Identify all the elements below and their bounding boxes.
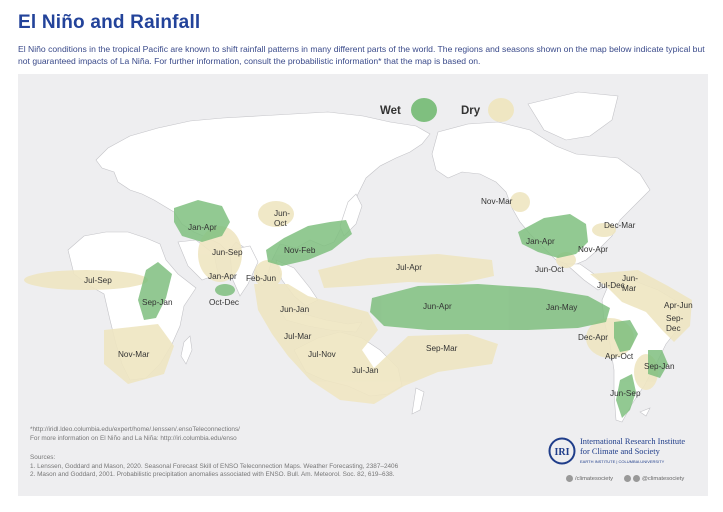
wet-region	[648, 350, 668, 378]
footnote-link2: For more information on El Niño and La N…	[30, 435, 237, 442]
iri-name-line2: for Climate and Society	[580, 446, 660, 456]
region-label: Sep-Dec	[666, 314, 684, 333]
region-label: Jun-Sep	[610, 389, 641, 398]
region-label: Jan-Apr	[188, 223, 217, 232]
region-label: Feb-Jun	[246, 274, 276, 283]
iri-subline: EARTH INSTITUTE | COLUMBIA UNIVERSITY	[580, 459, 665, 464]
legend-dry-label: Dry	[461, 105, 481, 117]
social-facebook[interactable]: /climatesociety	[566, 475, 613, 482]
region-label: Oct-Dec	[209, 298, 239, 307]
dry-region	[104, 324, 174, 384]
land-new-zealand	[411, 387, 425, 415]
region-label: Dec-Apr	[578, 333, 608, 342]
facebook-icon	[566, 475, 573, 482]
region-label: Sep-Jan	[142, 298, 173, 307]
region-label: Nov-Mar	[481, 197, 513, 206]
region-label: Jan-May	[546, 303, 578, 312]
iri-mark-text: IRI	[554, 447, 569, 458]
region-label: Jul-Mar	[284, 332, 312, 341]
region-label: Sep-Jan	[644, 362, 675, 371]
footnote-link1: *http://iridl.ldeo.columbia.edu/expert/h…	[30, 426, 240, 433]
region-label: Jul-Nov	[308, 350, 337, 359]
region-label: Nov-Mar	[118, 350, 150, 359]
source-1: 1. Lenssen, Goddard and Mason, 2020. Sea…	[30, 463, 399, 470]
land-antarctic-tip	[639, 407, 651, 417]
dry-regions	[24, 192, 692, 404]
dry-region	[254, 260, 282, 288]
dry-region	[592, 223, 616, 237]
dry-region	[198, 226, 242, 282]
region-label: Jun-Apr	[423, 302, 452, 311]
region-label: Nov-Apr	[578, 245, 608, 254]
region-label: Jun-Oct	[535, 265, 564, 274]
source-2: 2. Mason and Goddard, 2001. Probabilisti…	[30, 471, 395, 478]
legend: Wet Dry	[380, 98, 514, 122]
legend-wet-swatch	[411, 98, 437, 122]
wet-region	[174, 200, 230, 242]
dry-region	[590, 270, 692, 342]
region-label: Jul-Sep	[84, 276, 112, 285]
intro-text: El Niño conditions in the tropical Pacif…	[18, 44, 705, 66]
wet-region	[614, 320, 638, 352]
dry-region	[510, 192, 530, 212]
legend-dry-swatch	[488, 98, 514, 122]
region-label: Jun-Jan	[280, 305, 310, 314]
twitter-instagram-handle: @climatesociety	[642, 476, 685, 483]
page-title: El Niño and Rainfall	[18, 12, 201, 33]
wet-region	[518, 214, 588, 258]
iri-mark-icon: IRI	[548, 437, 576, 465]
wet-region	[138, 262, 172, 320]
legend-wet-label: Wet	[380, 105, 401, 117]
region-label: Sep-Mar	[426, 344, 458, 353]
twitter-icon	[624, 475, 631, 482]
wet-regions	[138, 200, 668, 418]
region-label: Jan-Apr	[526, 237, 555, 246]
map-panel: Wet Dry Jan-Apr Nov-Feb Sep-Jan Oct-Dec …	[18, 74, 708, 496]
iri-name-line1: International Research Institute	[580, 437, 686, 446]
facebook-handle: /climatesociety	[575, 476, 614, 483]
region-label: Jun-Mar	[622, 274, 638, 293]
dry-region	[258, 201, 294, 227]
region-label: Nov-Feb	[284, 246, 316, 255]
region-label: Jun-Sep	[212, 248, 243, 257]
wet-region	[266, 220, 352, 266]
region-label: Jul-Dec	[597, 281, 625, 290]
wet-region	[215, 284, 235, 296]
world-map: Wet Dry Jan-Apr Nov-Feb Sep-Jan Oct-Dec …	[24, 91, 693, 423]
region-label: Jul-Apr	[396, 263, 422, 272]
dry-region	[318, 254, 494, 288]
social-twitter-instagram[interactable]: @climatesociety	[624, 475, 684, 482]
region-label: Apr-Oct	[605, 352, 634, 361]
region-label: Jan-Apr	[208, 272, 237, 281]
land-madagascar	[180, 335, 193, 365]
land-greenland	[527, 91, 619, 141]
region-label: Jun-Oct	[274, 209, 290, 228]
wet-region	[616, 374, 636, 418]
region-labels: Jan-Apr Nov-Feb Sep-Jan Oct-Dec Jun-Apr …	[84, 197, 693, 398]
region-label: Jul-Jan	[352, 366, 379, 375]
iri-logo: IRI International Research Institute for…	[548, 435, 698, 471]
dry-region	[24, 270, 148, 290]
region-label: Apr-Jun	[664, 301, 693, 310]
dry-region	[254, 284, 498, 404]
sources-header: Sources:	[30, 454, 56, 461]
wet-region	[370, 284, 610, 330]
instagram-icon	[633, 475, 640, 482]
region-label: Dec-Mar	[604, 221, 636, 230]
